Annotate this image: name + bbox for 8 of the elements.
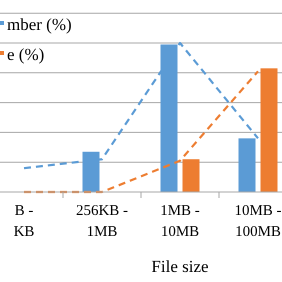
legend-label: mber (%) xyxy=(7,15,72,34)
x-tick-label: 256KB - 1MB xyxy=(76,203,128,240)
x-tick-label: 1MB - 10MB xyxy=(160,203,200,240)
x-tick-label: B - KB xyxy=(14,203,34,240)
legend-label: e (%) xyxy=(7,45,44,64)
bar xyxy=(260,68,278,192)
x-axis-title: File size xyxy=(151,257,209,276)
x-tick-label: 10MB - 100MB xyxy=(234,203,282,240)
